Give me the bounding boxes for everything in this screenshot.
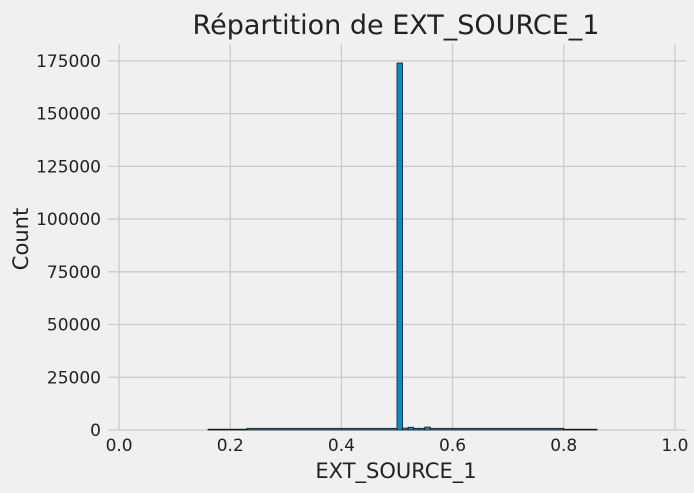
x-tick-label: 1.0 — [661, 436, 688, 456]
chart-title: Répartition de EXT_SOURCE_1 — [193, 10, 600, 41]
y-tick-label: 50000 — [47, 316, 101, 336]
y-tick-label: 125000 — [36, 157, 101, 177]
histogram-bar — [563, 428, 598, 431]
y-tick-label: 175000 — [36, 52, 101, 72]
histogram-bar — [207, 428, 248, 431]
x-axis-label: EXT_SOURCE_1 — [315, 459, 476, 484]
y-tick-label: 0 — [90, 421, 101, 441]
histogram-bar — [407, 426, 415, 431]
y-tick-label: 75000 — [47, 263, 101, 283]
histogram-bar — [413, 427, 420, 431]
histogram-bar — [402, 427, 409, 431]
x-tick-label: 0.2 — [217, 436, 244, 456]
histogram-bar — [429, 427, 565, 431]
x-tick-label: 0.8 — [550, 436, 577, 456]
x-tick-label: 0.0 — [106, 436, 133, 456]
histogram-bar — [246, 427, 398, 431]
y-tick-label: 150000 — [36, 105, 101, 125]
x-tick-label: 0.4 — [328, 436, 355, 456]
histogram-bar — [424, 426, 431, 431]
histogram-bar — [418, 427, 426, 431]
y-tick-label: 25000 — [47, 368, 101, 388]
x-tick-label: 0.6 — [439, 436, 466, 456]
y-tick-label: 100000 — [36, 210, 101, 230]
histogram-bar — [396, 62, 403, 431]
y-axis-label: Count — [9, 208, 33, 270]
